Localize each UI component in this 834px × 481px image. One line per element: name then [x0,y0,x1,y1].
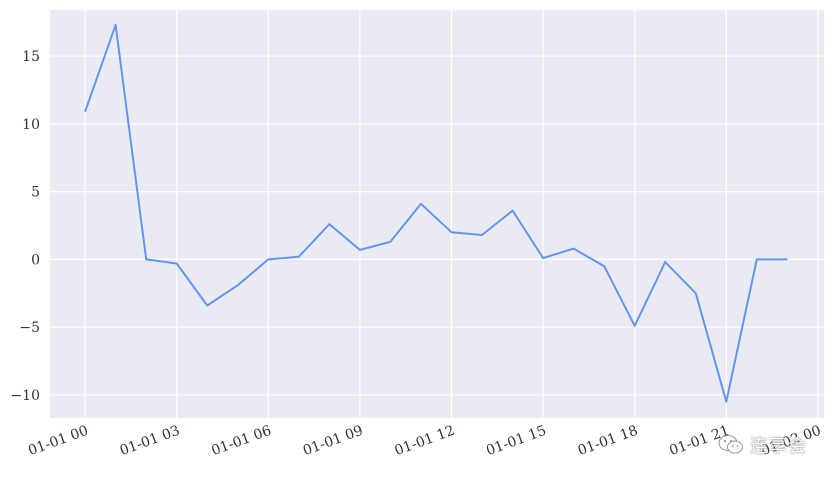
y-tick-label: 10 [22,117,40,133]
x-tick-label: 01-01 12 [393,423,457,459]
y-tick-label: 0 [31,252,40,268]
y-axis: 15 10 5 0 −5 −10 [10,49,40,404]
y-tick-label: −10 [10,388,40,404]
y-tick-label: −5 [19,320,40,336]
plot-area [50,10,824,418]
x-tick-label: 01-01 03 [118,423,182,459]
grid-lines [50,10,824,418]
watermark: 连享会 [718,432,807,458]
wechat-icon [718,435,743,454]
x-tick-label: 01-01 15 [484,423,548,459]
x-axis: 01-01 00 01-01 03 01-01 06 01-01 09 01-01 12… [26,423,823,459]
y-tick-label: 5 [31,185,40,201]
watermark-text: 连享会 [750,436,807,457]
x-tick-label: 01-01 00 [26,423,90,459]
x-tick-label: 01-01 18 [576,423,640,459]
series-line [84,23,788,403]
x-tick-label: 01-01 09 [301,423,365,459]
y-tick-label: 15 [22,49,40,65]
x-tick-label: 01-01 06 [209,423,273,459]
